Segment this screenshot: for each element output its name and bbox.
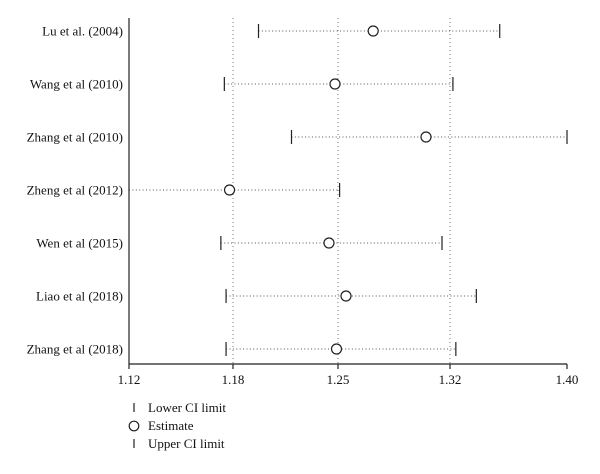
ci-layer [129,24,568,356]
legend-item-upper-ci: Upper CI limit [133,436,225,451]
estimate-marker-4 [323,237,335,249]
axis-layer [128,18,567,365]
estimate-marker-1 [329,78,341,90]
x-tick-label-3: 1.32 [439,372,462,387]
x-tick-label-2: 1.25 [327,372,350,387]
estimate-marker-0 [367,25,379,37]
study-label-4: Wen et al (2015) [36,236,123,251]
study-label-3: Zheng et al (2012) [27,183,123,198]
x-tick-label-4: 1.40 [556,372,579,387]
x-tick-label-0: 1.12 [118,372,141,387]
estimate-marker-5 [340,290,352,302]
estimate-marker-3 [223,184,236,196]
legend-item-estimate: Estimate [128,418,194,433]
legend-estimate-label: Estimate [148,418,194,433]
study-label-1: Wang et al (2010) [30,77,123,92]
x-tick-label-1: 1.18 [222,372,245,387]
legend-estimate-symbol [128,420,140,432]
study-label-layer: Lu et al. (2004) Wang et al (2010) Zhang e… [27,24,123,357]
study-label-2: Zhang et al (2010) [27,130,123,145]
estimate-marker-6 [330,343,343,355]
estimate-marker-2 [420,131,432,143]
study-label-5: Liao et al (2018) [36,289,123,304]
x-tick-layer: 1.12 1.18 1.25 1.32 1.40 [118,364,579,387]
legend-item-lower-ci: Lower CI limit [133,400,226,415]
study-label-6: Zhang et al (2018) [27,342,123,357]
grid-layer [232,18,451,364]
legend: Lower CI limit Estimate Upper CI limit [128,400,226,451]
legend-lower-ci-label: Lower CI limit [148,400,226,415]
legend-upper-ci-label: Upper CI limit [148,436,225,451]
study-label-0: Lu et al. (2004) [42,24,123,39]
